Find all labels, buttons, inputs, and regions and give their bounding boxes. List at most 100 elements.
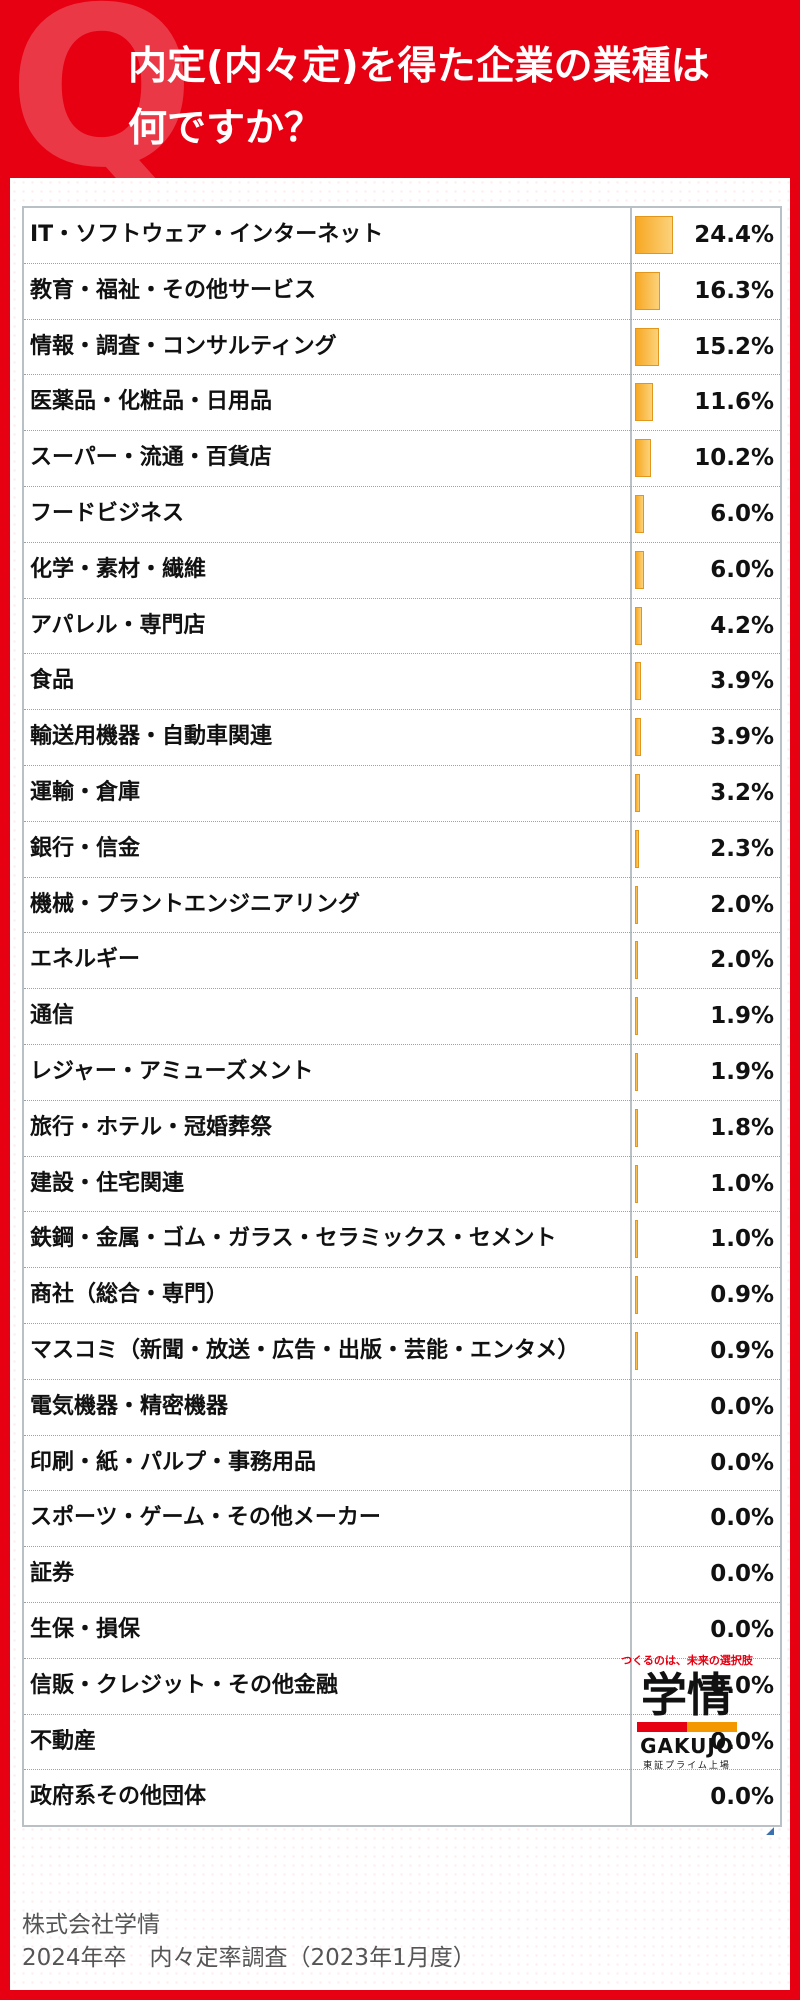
chart-row: 情報・調査・コンサルティング 15.2% [24,320,780,376]
chart-row: 輸送用機器・自動車関連 3.9% [24,710,780,766]
value-label: 15.2% [694,333,774,360]
bar [635,1276,638,1315]
value-label: 11.6% [694,389,774,416]
chart-row: 化学・素材・繊維 6.0% [24,543,780,599]
bar [635,829,639,868]
category-label: 機械・プラントエンジニアリング [30,891,361,917]
chart-row: 商社（総合・専門） 0.9% [24,1268,780,1324]
chart-row: 機械・プラントエンジニアリング 2.0% [24,878,780,934]
category-label: 旅行・ホテル・冠婚葬祭 [30,1114,273,1140]
chart-row: 医薬品・化粧品・日用品 11.6% [24,375,780,432]
category-label: 医薬品・化粧品・日用品 [30,389,273,415]
category-label: 生保・損保 [30,1616,141,1642]
category-label: 信販・クレジット・その他金融 [30,1672,339,1698]
value-label: 3.2% [710,779,774,806]
bar [635,1108,638,1147]
category-label: フードビジネス [30,500,185,526]
bar [635,941,639,980]
value-label: 0.0% [710,1561,774,1588]
value-label: 0.0% [710,1784,774,1811]
bar [635,550,645,589]
chart-row: 不動産 0.0% [24,1715,780,1771]
value-label: 3.9% [710,724,774,751]
chart-row: 印刷・紙・パルプ・事務用品 0.0% [24,1436,780,1492]
category-label: 印刷・紙・パルプ・事務用品 [30,1449,317,1475]
value-label: 16.3% [694,277,774,304]
industry-bar-chart: IT・ソフトウェア・インターネット 24.4% 教育・福祉・その他サービス 16.3%… [22,206,782,1836]
value-label: 0.0% [710,1393,774,1420]
logo-stripe [637,1722,737,1732]
value-label: 1.0% [710,1226,774,1253]
logo-mark: 学情 [641,1668,733,1722]
value-label: 1.8% [710,1114,774,1141]
bar [635,327,659,366]
bar [635,718,642,757]
category-label: 鉄鋼・金属・ゴム・ガラス・セラミックス・セメント [30,1226,557,1252]
value-label: 24.4% [694,222,774,248]
chart-row: マスコミ（新聞・放送・広告・出版・芸能・エンタメ） 0.9% [24,1324,780,1380]
category-label: 化学・素材・繊維 [30,556,207,582]
chart-row: 通信 1.9% [24,989,780,1045]
chart-row: レジャー・アミューズメント 1.9% [24,1045,780,1101]
chart-row: 鉄鋼・金属・ゴム・ガラス・セラミックス・セメント 1.0% [24,1212,780,1269]
value-label: 0.0% [710,1449,774,1476]
chart-row: 政府系その他団体 0.0% [24,1770,780,1825]
category-label: スーパー・流通・百貨店 [30,445,272,471]
page-title: 内定(内々定)を得た企業の業種は 何ですか？ [128,36,768,160]
bar [635,439,651,478]
value-label: 3.9% [710,668,774,695]
header: Q 内定(内々定)を得た企業の業種は 何ですか？ [0,0,800,198]
bar [635,1220,638,1259]
bar [635,885,639,924]
logo-english: GAKUJO [640,1734,734,1758]
title-line-2: 何ですか？ [128,106,324,151]
value-label: 1.9% [710,1003,774,1030]
bar [635,216,674,254]
category-label: アパレル・専門店 [30,612,206,638]
category-label: スポーツ・ゲーム・その他メーカー [30,1505,381,1531]
column-divider [630,208,632,1826]
category-label: 銀行・信金 [30,835,141,861]
bar [635,773,640,812]
chart-row: 運輸・倉庫 3.2% [24,766,780,822]
chart-row: アパレル・専門店 4.2% [24,599,780,655]
content-panel: IT・ソフトウェア・インターネット 24.4% 教育・福祉・その他サービス 16.3%… [10,178,790,1990]
chart-row: スポーツ・ゲーム・その他メーカー 0.0% [24,1491,780,1548]
logo-tagline: つくるのは、未来の選択肢 [621,1654,753,1667]
category-label: IT・ソフトウェア・インターネット [30,222,384,247]
category-label: 食品 [30,668,75,694]
category-label: マスコミ（新聞・放送・広告・出版・芸能・エンタメ） [30,1337,580,1363]
value-label: 1.9% [710,1058,774,1085]
chart-row: エネルギー 2.0% [24,933,780,990]
chart-row: 信販・クレジット・その他金融 0.0% [24,1659,780,1715]
footer-company: 株式会社学情 [22,1912,160,1938]
category-label: 輸送用機器・自動車関連 [30,724,273,750]
category-label: 通信 [30,1003,75,1029]
value-label: 2.3% [710,835,774,862]
bar [635,662,642,701]
chart-row: 旅行・ホテル・冠婚葬祭 1.8% [24,1101,780,1157]
chart-row: フードビジネス 6.0% [24,487,780,543]
logo-listing: 東証プライム上場 [643,1761,731,1771]
category-label: エネルギー [30,947,141,973]
bar [635,271,661,310]
category-label: 証券 [30,1561,75,1587]
value-label: 0.9% [710,1282,774,1309]
chart-row: スーパー・流通・百貨店 10.2% [24,431,780,487]
value-label: 0.9% [710,1337,774,1364]
category-label: 電気機器・精密機器 [30,1393,229,1419]
value-label: 4.2% [710,612,774,639]
category-label: 情報・調査・コンサルティング [30,333,337,359]
chart-row: 教育・福祉・その他サービス 16.3% [24,264,780,320]
value-label: 0.0% [710,1672,774,1699]
category-label: レジャー・アミューズメント [30,1058,314,1084]
category-label: 政府系その他団体 [30,1784,207,1810]
value-label: 6.0% [710,556,774,583]
bar [635,606,642,645]
footer-survey: 2024年卒 内々定率調査（2023年1月度） [22,1945,476,1971]
chart-row: 電気機器・精密機器 0.0% [24,1380,780,1436]
value-label: 0.0% [710,1728,774,1755]
value-label: 0.0% [710,1505,774,1532]
gakujo-logo: つくるのは、未来の選択肢 学情 GAKUJO 東証プライム上場 [612,1652,762,1792]
value-label: 6.0% [710,500,774,527]
